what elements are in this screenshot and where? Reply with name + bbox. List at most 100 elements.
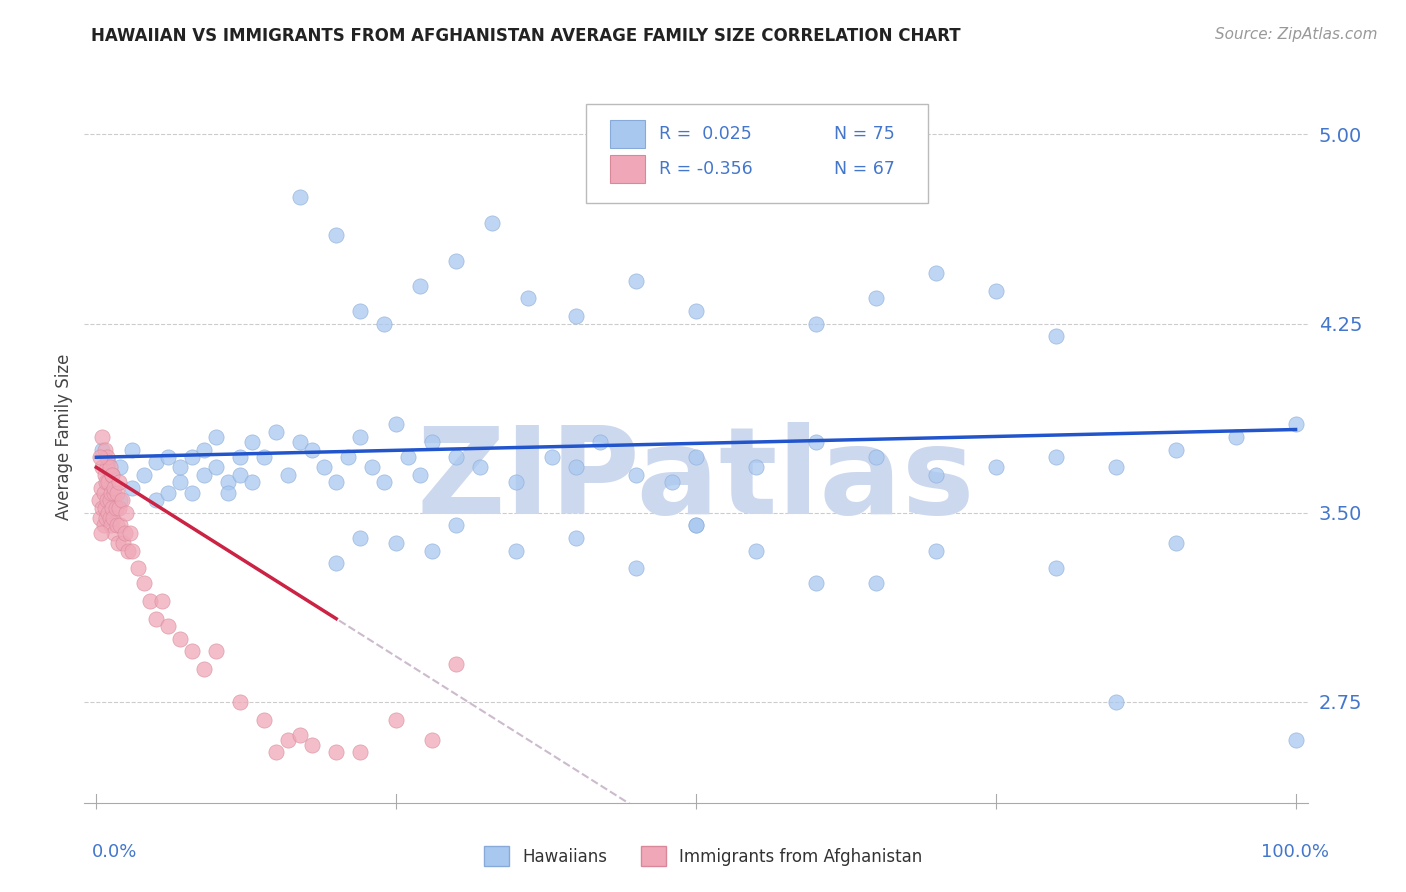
Point xyxy=(565,460,588,475)
Point xyxy=(205,644,228,658)
Point xyxy=(685,518,707,533)
Point xyxy=(396,450,419,465)
Point xyxy=(114,525,136,540)
Text: 100.0%: 100.0% xyxy=(1261,843,1329,861)
Point xyxy=(517,291,540,305)
FancyBboxPatch shape xyxy=(586,104,928,203)
Point xyxy=(169,632,191,646)
Point xyxy=(301,738,323,752)
Point xyxy=(94,510,117,524)
Point xyxy=(121,543,143,558)
Point xyxy=(420,435,443,450)
Point xyxy=(110,518,132,533)
Point xyxy=(108,500,131,515)
Point xyxy=(1105,460,1128,475)
Point xyxy=(290,728,312,742)
Point xyxy=(89,450,111,465)
Point xyxy=(90,525,112,540)
Point xyxy=(565,309,588,323)
Point xyxy=(624,561,647,575)
Point xyxy=(277,732,299,747)
Point xyxy=(93,467,117,482)
Point xyxy=(301,442,323,457)
Point xyxy=(685,450,707,465)
Point xyxy=(325,475,347,490)
Point xyxy=(108,475,131,490)
Point xyxy=(98,460,121,475)
Point xyxy=(103,525,125,540)
Point xyxy=(444,253,467,268)
Point xyxy=(409,278,432,293)
Point xyxy=(624,467,647,482)
Point xyxy=(685,518,707,533)
Point xyxy=(93,442,117,457)
Point xyxy=(104,500,127,515)
Point xyxy=(349,531,371,545)
Point xyxy=(565,531,588,545)
Point xyxy=(481,216,503,230)
Point xyxy=(110,460,132,475)
Point xyxy=(745,460,768,475)
Point xyxy=(105,485,128,500)
Point xyxy=(101,500,124,515)
Text: N = 67: N = 67 xyxy=(834,160,896,178)
Point xyxy=(984,460,1007,475)
Text: Source: ZipAtlas.com: Source: ZipAtlas.com xyxy=(1215,27,1378,42)
Point xyxy=(157,485,180,500)
Point xyxy=(157,450,180,465)
Point xyxy=(193,662,215,676)
Point xyxy=(103,485,125,500)
Point xyxy=(91,430,114,444)
Text: N = 75: N = 75 xyxy=(834,125,896,144)
Point xyxy=(229,467,252,482)
Point xyxy=(314,460,336,475)
Point xyxy=(409,467,432,482)
Point xyxy=(804,435,827,450)
Point xyxy=(1225,430,1247,444)
Point xyxy=(264,425,287,439)
Point xyxy=(505,543,527,558)
Text: ZIPatlas: ZIPatlas xyxy=(416,423,976,540)
Point xyxy=(325,556,347,570)
Point xyxy=(157,619,180,633)
Point xyxy=(105,518,128,533)
Point xyxy=(134,467,156,482)
Point xyxy=(444,450,467,465)
Point xyxy=(97,506,120,520)
Point xyxy=(253,450,276,465)
Point xyxy=(373,317,395,331)
Point xyxy=(373,475,395,490)
Point xyxy=(97,475,120,490)
FancyBboxPatch shape xyxy=(610,120,644,148)
Point xyxy=(101,510,124,524)
Text: 0.0%: 0.0% xyxy=(91,843,136,861)
Point xyxy=(541,450,564,465)
Text: R =  0.025: R = 0.025 xyxy=(659,125,752,144)
Point xyxy=(97,455,120,469)
Point xyxy=(277,467,299,482)
Point xyxy=(865,450,887,465)
Point xyxy=(290,435,312,450)
Point xyxy=(127,561,149,575)
Point xyxy=(349,430,371,444)
Point xyxy=(145,493,167,508)
Point xyxy=(118,525,141,540)
Point xyxy=(110,493,132,508)
Point xyxy=(804,317,827,331)
Point xyxy=(385,417,408,432)
Legend: Hawaiians, Immigrants from Afghanistan: Hawaiians, Immigrants from Afghanistan xyxy=(475,838,931,875)
Point xyxy=(145,455,167,469)
Point xyxy=(804,576,827,591)
Point xyxy=(337,450,360,465)
Point xyxy=(1105,695,1128,709)
Point xyxy=(1164,442,1187,457)
Point xyxy=(89,510,111,524)
Point xyxy=(169,460,191,475)
Point xyxy=(111,536,134,550)
Point xyxy=(98,493,121,508)
Point xyxy=(181,485,204,500)
Point xyxy=(325,228,347,243)
Point xyxy=(91,460,114,475)
Point xyxy=(93,485,115,500)
Point xyxy=(925,467,948,482)
